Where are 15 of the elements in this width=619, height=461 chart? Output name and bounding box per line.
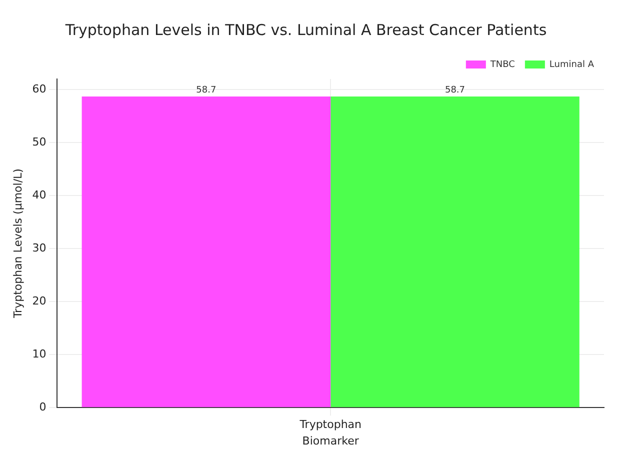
y-tick-label: 50: [32, 135, 46, 148]
y-tick-label: 30: [32, 241, 46, 254]
data-label: 58.7: [444, 85, 466, 96]
y-tick-label: 60: [32, 82, 46, 96]
legend-label: Luminal A: [549, 60, 595, 70]
y-axis-title: Tryptophan Levels (µmol/L): [11, 168, 24, 320]
y-tick-label: 10: [32, 347, 46, 360]
x-axis-title: Biomarker: [302, 434, 360, 448]
chart-title: Tryptophan Levels in TNBC vs. Luminal A Breast Cancer Patients: [64, 20, 547, 39]
legend-label: TNBC: [489, 60, 515, 70]
y-tick-label: 40: [32, 188, 46, 202]
x-tick-label: Tryptophan: [298, 418, 362, 432]
data-label: 58.7: [196, 85, 216, 96]
y-tick-label: 0: [39, 400, 46, 414]
y-tick-label: 20: [32, 294, 46, 308]
